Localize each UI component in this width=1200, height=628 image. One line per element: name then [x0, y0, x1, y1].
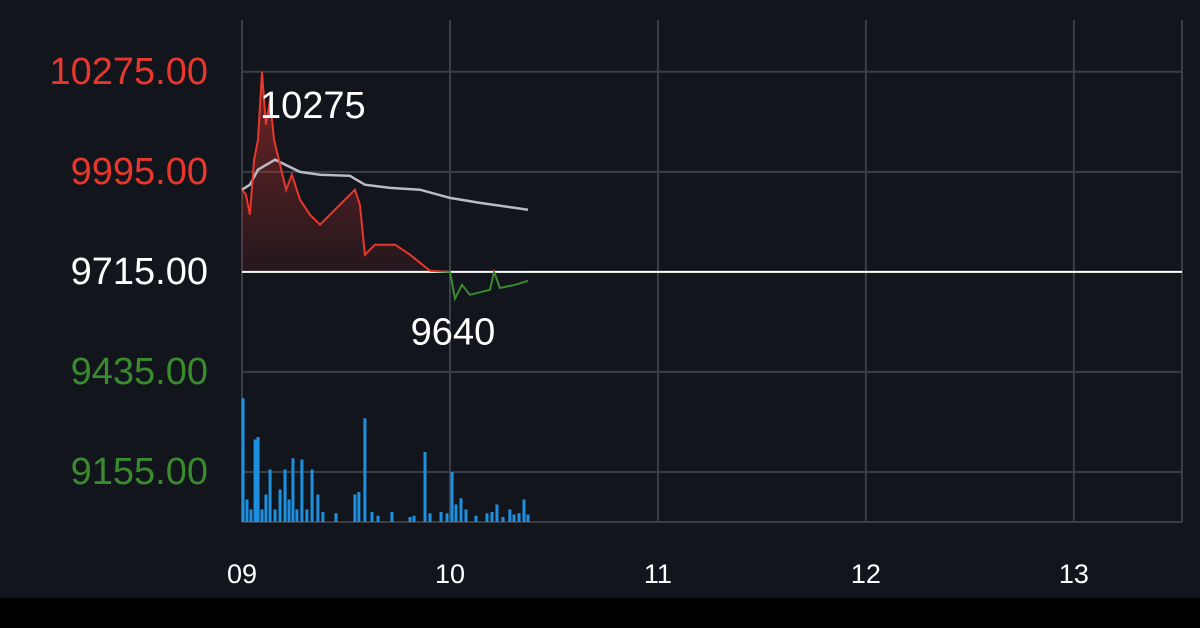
volume-bar	[256, 437, 260, 522]
volume-bar	[428, 513, 432, 522]
volume-bar	[245, 499, 249, 522]
volume-bar	[278, 489, 282, 522]
price-line	[241, 71, 529, 302]
x-tick-label: 11	[644, 559, 672, 589]
volume-bar	[260, 509, 264, 522]
x-tick-label: 13	[1059, 559, 1089, 589]
volume-bar	[295, 509, 299, 522]
volume-bar	[310, 469, 314, 522]
volume-bar	[316, 494, 320, 522]
volume-bar	[450, 472, 454, 522]
volume-bar	[268, 469, 272, 522]
volume-bar	[363, 418, 367, 522]
volume-bar	[353, 494, 357, 522]
x-tick-label: 10	[435, 559, 465, 589]
background	[0, 0, 1200, 598]
volume-bar	[423, 452, 427, 522]
volume-bar	[454, 504, 458, 522]
y-tick-label: 9435.00	[71, 351, 208, 393]
volume-bar	[264, 494, 268, 522]
volume-bar	[300, 459, 304, 522]
volume-bar	[464, 509, 468, 522]
volume-bar	[508, 509, 512, 522]
volume-bar	[370, 512, 374, 522]
volume-bar	[357, 492, 361, 522]
y-tick-label: 9995.00	[71, 151, 208, 193]
volume-bar	[517, 513, 521, 522]
volume-bar	[334, 513, 338, 522]
volume-bar	[439, 512, 443, 522]
volume-bar	[291, 458, 295, 522]
volume-bar	[501, 517, 505, 522]
volume-bar	[253, 439, 257, 522]
x-tick-label: 12	[851, 559, 881, 589]
volume-bar	[283, 469, 287, 522]
volume-bar	[522, 499, 526, 522]
min-annotation: 9640	[411, 312, 496, 354]
x-tick-label: 09	[227, 559, 257, 589]
max-annotation: 10275	[260, 85, 366, 127]
volume-bar	[273, 509, 277, 522]
volume-bar	[249, 509, 253, 522]
volume-bar	[390, 512, 394, 522]
volume-bar	[321, 512, 325, 522]
volume-bar	[495, 504, 499, 522]
price-area	[242, 71, 528, 299]
bottom-bar	[0, 598, 1200, 628]
volume-bar	[412, 515, 416, 522]
volume-bar	[512, 514, 516, 522]
average-line	[241, 158, 529, 211]
volume-bar	[474, 515, 478, 522]
volume-bar	[287, 499, 291, 522]
volume-bar	[490, 512, 494, 522]
volume-bar	[459, 498, 463, 522]
volume-bar	[408, 517, 412, 522]
volume-bar	[241, 398, 245, 522]
volume-bar	[526, 514, 530, 522]
y-tick-label: 9155.00	[71, 451, 208, 493]
volume-bar	[445, 513, 449, 522]
volume-bar	[485, 513, 489, 522]
y-tick-label: 10275.00	[50, 51, 209, 93]
y-tick-label: 9715.00	[71, 251, 208, 293]
volume-bar	[376, 515, 380, 522]
volume-bar	[305, 509, 309, 522]
